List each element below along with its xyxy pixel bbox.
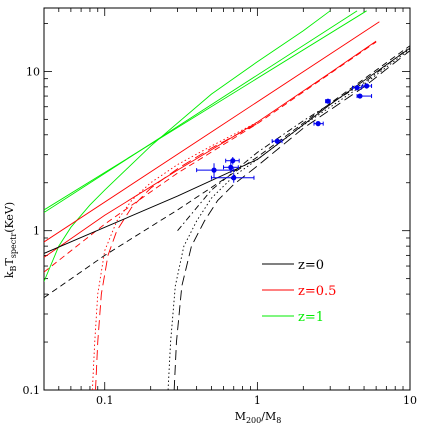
legend-label: z=0 <box>298 258 324 273</box>
series-line <box>44 40 377 258</box>
legend: z=0 z=0.5 z=1 <box>262 258 336 325</box>
data-point <box>210 173 255 183</box>
data-point <box>196 163 235 178</box>
plot-frame <box>43 7 411 391</box>
data-point <box>223 161 239 174</box>
data-marker <box>357 93 363 99</box>
data-marker <box>211 167 217 173</box>
legend-label: z=0.5 <box>298 284 336 299</box>
data-marker <box>354 85 360 91</box>
data-point <box>271 138 283 145</box>
series-line <box>44 47 410 254</box>
data-marker <box>274 138 280 144</box>
x-axis-title: M200/M8 <box>235 410 282 425</box>
series-line <box>167 48 410 390</box>
y-tick-label: 0.1 <box>23 384 41 397</box>
plot-area: 0.1 1 10 0.1 1 10 <box>23 7 417 407</box>
y-tick-label: 1 <box>33 225 40 238</box>
y-axis-title: kBTspectr(KeV) <box>3 202 18 278</box>
axis-ticks: 0.1 1 10 0.1 1 10 <box>23 8 417 407</box>
series-line <box>91 121 258 390</box>
data-marker <box>315 121 321 127</box>
series-line <box>44 10 331 282</box>
data-point <box>225 157 240 165</box>
series-line <box>44 41 377 273</box>
data-points <box>196 83 373 183</box>
series-line <box>44 45 410 299</box>
data-point <box>313 121 324 127</box>
data-point <box>362 83 373 89</box>
data-marker <box>228 164 234 170</box>
series-line <box>44 10 367 211</box>
data-marker <box>231 175 237 181</box>
y-tick-label: 10 <box>26 65 40 78</box>
legend-label: z=1 <box>298 310 324 325</box>
data-point <box>351 85 362 91</box>
data-marker <box>230 158 236 164</box>
series-line <box>173 50 410 390</box>
data-point <box>356 93 373 99</box>
x-tick-label: 0.1 <box>96 394 114 407</box>
data-marker <box>364 83 370 89</box>
series-line <box>177 46 410 231</box>
x-tick-label: 10 <box>403 394 417 407</box>
data-point <box>325 98 331 104</box>
series-line <box>44 21 380 243</box>
x-tick-label: 1 <box>254 394 261 407</box>
series-line <box>44 10 358 213</box>
data-marker <box>325 98 331 104</box>
model-curves <box>44 10 410 390</box>
